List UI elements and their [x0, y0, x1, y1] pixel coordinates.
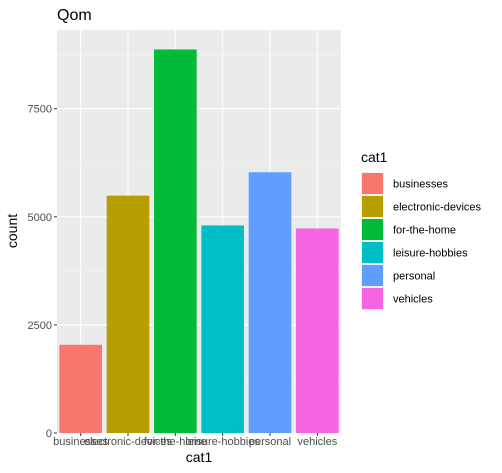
minor-gridlines — [57, 54, 341, 380]
y-tick-label: 2500 — [28, 320, 52, 332]
legend-label: businesses — [393, 179, 449, 191]
bar-businesses — [59, 344, 102, 433]
bars — [59, 49, 339, 433]
y-axis: 0 2500 5000 7500 — [28, 104, 57, 440]
x-tick-label: vehicles — [297, 436, 337, 448]
legend-swatch-leisure-hobbies — [362, 242, 383, 263]
legend-swatch-vehicles — [362, 288, 383, 309]
bar-electronic-devices — [106, 195, 150, 433]
y-tick-label: 7500 — [28, 104, 52, 116]
y-axis-title: count — [4, 214, 20, 248]
x-axis-title: cat1 — [186, 449, 213, 465]
legend-label: leisure-hobbies — [393, 248, 468, 260]
legend-swatch-businesses — [362, 173, 383, 194]
x-tick-label: businesses — [53, 436, 109, 448]
legend: cat1 businesses electronic-devices for-the… — [361, 149, 482, 310]
legend-swatch-for-the-home — [362, 219, 383, 240]
bar-vehicles — [296, 228, 339, 433]
bar-for-the-home — [154, 49, 197, 433]
legend-swatch-personal — [362, 265, 383, 286]
legend-label: personal — [393, 271, 435, 283]
legend-label: vehicles — [393, 294, 433, 306]
plot-panel — [57, 30, 341, 433]
legend-label: electronic-devices — [393, 202, 482, 214]
chart-title: Qom — [57, 7, 92, 24]
y-tick-label: 5000 — [28, 212, 52, 224]
x-tick-label: personal — [249, 436, 291, 448]
x-tick-label: for-the-home — [144, 436, 207, 448]
y-tick-label: 0 — [46, 428, 52, 440]
legend-swatch-electronic-devices — [362, 196, 383, 217]
bar-leisure-hobbies — [201, 225, 244, 433]
x-axis: businesseselectronic-devicesfor-the-home… — [53, 433, 338, 448]
legend-title: cat1 — [361, 149, 388, 165]
bar-personal — [248, 172, 292, 433]
x-tick-label: leisure-hobbies — [185, 436, 260, 448]
x-tick-label: electronic-devices — [84, 436, 173, 448]
legend-label: for-the-home — [393, 225, 456, 237]
